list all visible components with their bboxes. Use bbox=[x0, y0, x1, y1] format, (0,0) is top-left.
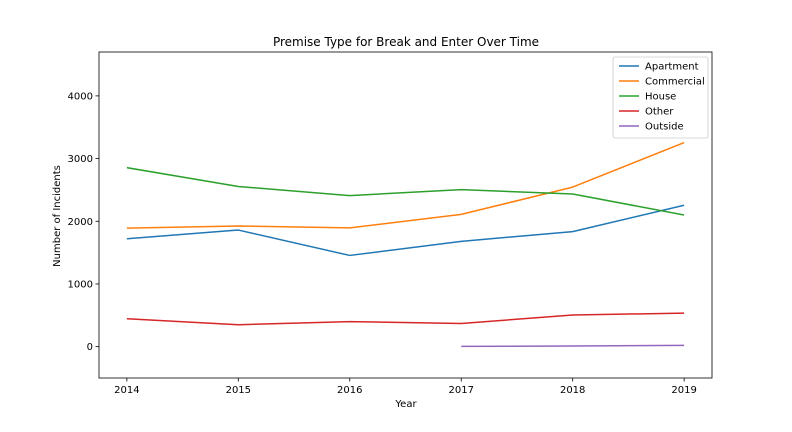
y-tick-label: 1000 bbox=[68, 279, 93, 290]
x-axis-label: Year bbox=[394, 399, 417, 410]
series-line-apartment bbox=[126, 204, 685, 257]
y-tick-label: 4000 bbox=[68, 91, 93, 102]
series-line-other bbox=[126, 312, 685, 326]
chart-title: Premise Type for Break and Enter Over Ti… bbox=[273, 35, 539, 49]
x-tick-label: 2016 bbox=[337, 385, 362, 396]
legend: Apartment Commercial House Other Outside bbox=[612, 56, 709, 139]
x-tick-label: 2014 bbox=[114, 385, 139, 396]
series-layer bbox=[126, 141, 685, 348]
axes-layer: 2014 2015 2016 2017 2018 2019 0 1000 2000 3000 400… bbox=[68, 51, 713, 396]
series-line-house bbox=[126, 166, 685, 216]
legend-label-apartment: Apartment bbox=[645, 62, 699, 73]
plot-frame bbox=[98, 51, 713, 379]
series-line-outside bbox=[461, 344, 685, 348]
legend-label-commercial: Commercial bbox=[645, 77, 705, 88]
y-tick-label: 3000 bbox=[68, 154, 93, 165]
legend-box bbox=[612, 56, 709, 139]
y-axis-label: Number of Incidents bbox=[52, 165, 63, 267]
legend-label-house: House bbox=[645, 92, 676, 103]
series-line-commercial bbox=[126, 141, 685, 229]
x-tick-label: 2015 bbox=[226, 385, 251, 396]
y-tick-label: 2000 bbox=[68, 217, 93, 228]
y-tick-label: 0 bbox=[87, 342, 93, 353]
legend-label-outside: Outside bbox=[645, 122, 684, 133]
legend-label-other: Other bbox=[645, 107, 674, 118]
x-tick-label: 2019 bbox=[671, 385, 696, 396]
x-tick-label: 2017 bbox=[449, 385, 474, 396]
x-tick-label: 2018 bbox=[560, 385, 585, 396]
